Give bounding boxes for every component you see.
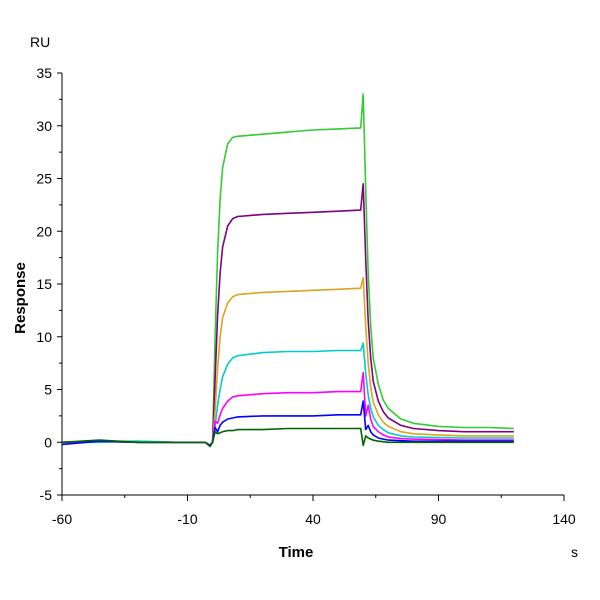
series-line-curve-2 (61, 183, 514, 447)
y-tick-label: 30 (36, 118, 52, 134)
series-line-curve-6 (61, 400, 514, 447)
x-tick-label: 90 (431, 511, 447, 527)
y-unit-label: RU (30, 34, 50, 50)
y-tick-label: 5 (44, 382, 52, 398)
y-tick-label: 0 (44, 434, 52, 450)
series-line-curve-3 (61, 276, 514, 447)
x-tick-label: 140 (552, 511, 576, 527)
y-tick-label: 20 (36, 223, 52, 239)
y-axis-title: Response (12, 262, 29, 334)
x-tick-label: -10 (177, 511, 197, 527)
x-tick-label: -60 (52, 511, 72, 527)
series-line-curve-4 (62, 342, 514, 447)
x-tick-label: 40 (305, 511, 321, 527)
x-unit-label: s (571, 544, 578, 560)
y-tick-label: 35 (36, 65, 52, 81)
y-tick-label: 25 (36, 171, 52, 187)
y-tick-label: 15 (36, 276, 52, 292)
y-tick-label: 10 (36, 329, 52, 345)
series-line-curve-7 (61, 427, 514, 448)
x-axis-title: Time (279, 544, 314, 561)
y-tick-label: -5 (40, 487, 53, 503)
